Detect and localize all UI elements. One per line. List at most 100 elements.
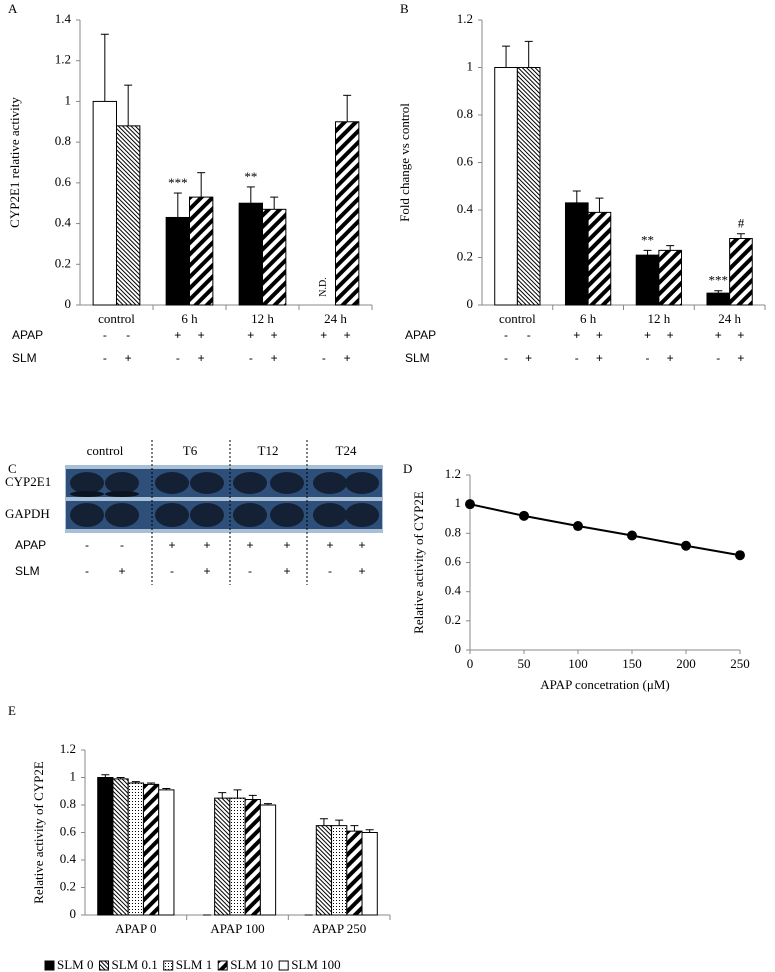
row-cell: -: [176, 351, 180, 365]
bar: [262, 208, 287, 306]
row-cell: -: [646, 351, 650, 365]
band: [345, 472, 379, 494]
band: [105, 472, 139, 494]
row-cell: +: [198, 328, 205, 342]
row-cell: +: [320, 328, 327, 342]
bar: [315, 825, 333, 916]
group-label: T24: [336, 443, 357, 458]
band: [270, 503, 304, 527]
legend-label: SLM 0.1: [111, 957, 157, 972]
row-label: GAPDH: [5, 506, 50, 521]
row-cell: -: [575, 351, 579, 365]
point: [519, 510, 529, 521]
row-label: APAP: [15, 538, 46, 552]
bar: [112, 778, 129, 916]
x-tick-label: 12 h: [648, 311, 671, 326]
bar: [564, 202, 589, 306]
row-label: APAP: [12, 328, 43, 342]
x-tick-label: 250: [730, 656, 750, 671]
panel-label: E: [8, 703, 16, 718]
x-tick-label: 0: [467, 656, 474, 671]
band: [190, 472, 224, 494]
bar: [116, 125, 141, 306]
group-label: control: [87, 443, 124, 458]
row-cell: -: [103, 351, 107, 365]
row-cell: +: [737, 351, 744, 365]
x-axis-label: APAP concetration (μM): [540, 677, 670, 692]
row-cell: +: [271, 328, 278, 342]
y-tick-label: 0.2: [457, 248, 473, 263]
group-label: T6: [183, 443, 198, 458]
legend-swatch: [44, 960, 55, 971]
point: [465, 499, 475, 510]
x-tick-label: 150: [622, 656, 642, 671]
row-cell: -: [85, 538, 89, 552]
row-cell: +: [344, 351, 351, 365]
row-label: CYP2E1: [5, 474, 51, 489]
row-cell: -: [103, 328, 107, 342]
y-tick-label: 0.6: [457, 153, 474, 168]
band: [105, 491, 139, 497]
point: [735, 550, 745, 561]
y-tick-label: 0.6: [60, 823, 77, 838]
legend-swatch: [278, 960, 289, 971]
bar: [635, 254, 660, 306]
row-cell: +: [125, 351, 132, 365]
y-tick-label: 1.2: [60, 741, 76, 756]
x-tick-label: control: [499, 311, 536, 326]
bar: [189, 196, 214, 306]
y-tick-label: 1.2: [457, 11, 473, 26]
y-tick-label: 0.4: [445, 583, 462, 598]
row-cell: +: [667, 328, 674, 342]
row-cell: +: [246, 538, 253, 552]
y-tick-label: 1.4: [55, 11, 72, 26]
point: [681, 540, 691, 551]
y-tick-label: 1: [467, 58, 474, 73]
x-tick-label: control: [98, 311, 135, 326]
band: [345, 503, 379, 527]
panel-label: C: [8, 461, 17, 476]
y-tick-label: 0.4: [60, 851, 77, 866]
y-tick-label: 0.2: [60, 878, 76, 893]
row-cell: +: [358, 538, 365, 552]
y-tick-label: 0.6: [445, 553, 462, 568]
y-axis-label: Fold change vs control: [397, 103, 412, 222]
bar: [158, 789, 175, 916]
bar: [494, 67, 518, 306]
y-tick-label: 0.2: [55, 255, 71, 270]
x-tick-label: APAP 250: [312, 921, 366, 936]
row-cell: +: [596, 328, 603, 342]
row-cell: +: [198, 351, 205, 365]
bar: [658, 249, 683, 306]
row-cell: +: [271, 351, 278, 365]
row-label: SLM: [405, 351, 430, 365]
x-tick-label: 50: [518, 656, 531, 671]
row-cell: -: [504, 351, 508, 365]
bar: [335, 121, 360, 306]
row-cell: -: [322, 351, 326, 365]
annotation: #: [738, 216, 745, 231]
panel-label: B: [400, 1, 409, 16]
bar: [729, 238, 753, 306]
row-cell: +: [715, 328, 722, 342]
bar: [214, 797, 231, 916]
group-label: T12: [258, 443, 279, 458]
annotation: **: [244, 169, 257, 184]
line: [469, 503, 741, 557]
panel-label: D: [403, 461, 412, 476]
bar: [244, 799, 261, 916]
row-cell: +: [326, 538, 333, 552]
band: [155, 503, 189, 527]
y-tick-label: 0.6: [55, 174, 72, 189]
y-tick-label: 1.2: [55, 52, 71, 67]
row-cell: -: [170, 564, 174, 578]
bar: [587, 211, 612, 306]
y-tick-label: 0: [70, 906, 77, 921]
y-tick-label: 1: [455, 495, 462, 510]
legend-label: SLM 10: [230, 957, 273, 972]
bar: [229, 797, 246, 916]
row-cell: +: [737, 328, 744, 342]
x-tick-label: 24 h: [718, 311, 741, 326]
x-tick-label: APAP 0: [115, 921, 156, 936]
row-cell: +: [644, 328, 651, 342]
